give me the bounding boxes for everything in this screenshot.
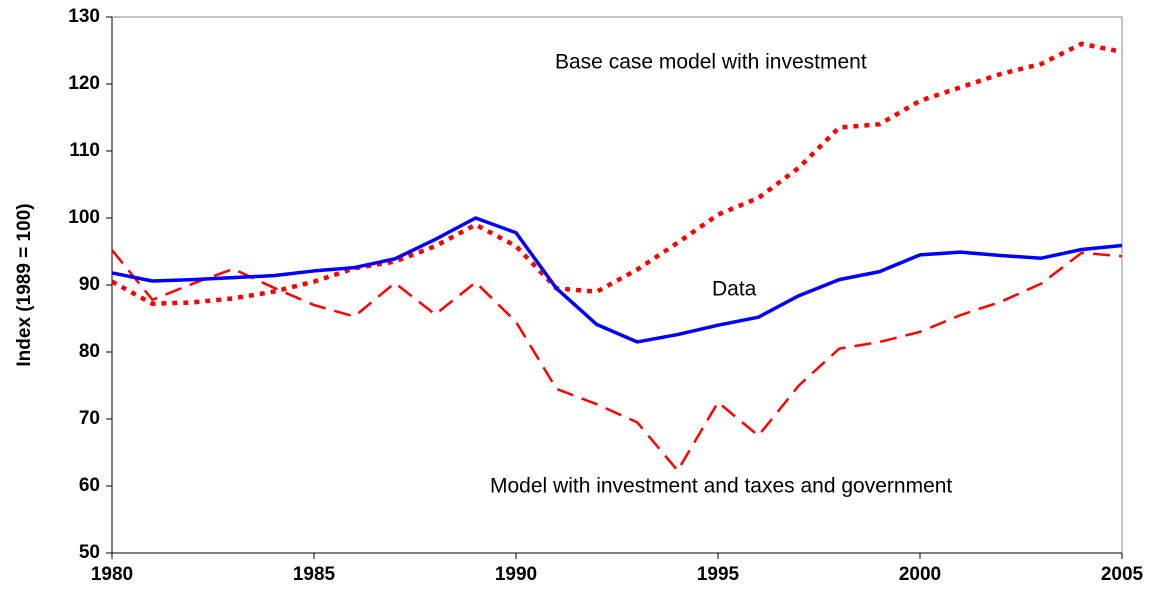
y-tick-label: 100 bbox=[68, 207, 100, 228]
y-tick-label: 80 bbox=[79, 341, 100, 362]
y-tick-label: 120 bbox=[68, 73, 100, 94]
series-label: Data bbox=[712, 278, 757, 301]
y-tick-label: 50 bbox=[79, 542, 100, 563]
y-tick-label: 70 bbox=[79, 408, 100, 429]
y-tick-label: 60 bbox=[79, 475, 100, 496]
y-tick-label: 130 bbox=[68, 6, 100, 27]
x-tick-label: 2000 bbox=[899, 564, 941, 585]
x-tick-label: 2005 bbox=[1101, 564, 1144, 585]
plot-area bbox=[111, 16, 1123, 554]
x-tick-label: 1980 bbox=[91, 564, 133, 585]
series-line bbox=[110, 41, 1123, 307]
y-axis-label: Index (1989 = 100) bbox=[14, 203, 35, 366]
x-tick-label: 1995 bbox=[697, 564, 740, 585]
series-line bbox=[111, 249, 1123, 472]
x-tick-label: 1990 bbox=[495, 564, 537, 585]
y-tick-label: 110 bbox=[69, 140, 100, 161]
series-label: Base case model with investment bbox=[555, 51, 867, 74]
y-tick-label: 90 bbox=[79, 274, 100, 295]
x-tick-label: 1985 bbox=[293, 564, 336, 585]
series-line bbox=[111, 216, 1123, 344]
series-label: Model with investment and taxes and gove… bbox=[490, 475, 952, 498]
